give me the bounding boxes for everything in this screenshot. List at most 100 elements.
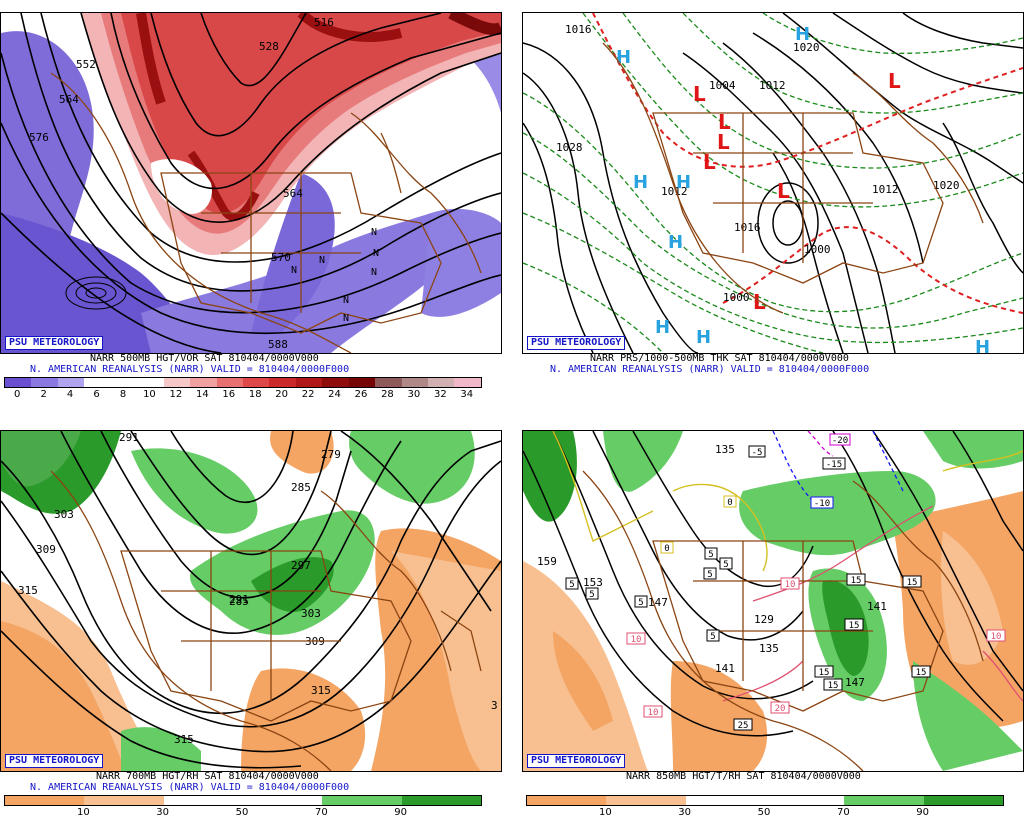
colorbar-ticks: 10 30 50 70 90 [526, 807, 1002, 819]
temp-box: -15 [822, 457, 846, 470]
temp-box: 5 [634, 595, 648, 608]
colorbar-tick-label: 50 [757, 807, 771, 818]
svg-text:10: 10 [785, 580, 796, 590]
colorbar-swatch [295, 378, 323, 387]
panel-700mb-rh: 291 279 285 303 309 315 297 291 303 285 … [0, 418, 502, 819]
contour-label: 141 [715, 662, 735, 675]
temp-box: 5 [565, 577, 579, 590]
colorbar-tick-label: 6 [93, 389, 100, 400]
svg-text:0: 0 [727, 498, 732, 508]
temp-box: 20 [770, 701, 790, 714]
svg-text:0: 0 [664, 544, 669, 554]
contour-label: 285 [291, 481, 311, 494]
contour-label: 303 [54, 508, 74, 521]
contour-label: 291 [119, 431, 139, 444]
vort-label: N [343, 313, 349, 324]
colorbar-swatch [322, 378, 349, 387]
temp-box: -10 [810, 496, 834, 509]
contour-label: 588 [268, 338, 288, 351]
isobar-label: 1016 [565, 23, 592, 36]
vort-label: N [343, 295, 349, 306]
temp-box: 0 [660, 541, 674, 554]
colorbar-swatch [163, 378, 191, 387]
colorbar-tick-label: 0 [14, 389, 21, 400]
colorbar-tick-label: 4 [66, 389, 74, 400]
contour-label: 564 [59, 93, 79, 106]
panel-850mb-temp-rh: 135 159 153 147 141 129 135 141 147 -20 … [522, 418, 1024, 819]
contour-label: 303 [301, 607, 321, 620]
vort-label: N [371, 227, 377, 238]
svg-text:5: 5 [708, 550, 713, 560]
temp-box: 15 [846, 573, 866, 586]
svg-text:15: 15 [907, 578, 918, 588]
colorbar-swatch [137, 378, 164, 387]
colorbar-swatch [401, 378, 428, 387]
caption-title: NARR 850MB HGT/T/RH SAT 810404/0000V000 [626, 771, 861, 782]
caption-valid: N. AMERICAN REANALYSIS (NARR) VALID = 81… [550, 364, 870, 375]
colorbar-swatch [685, 796, 765, 805]
colorbar-ticks: 10 30 50 70 90 [4, 807, 480, 819]
contour-label: 147 [845, 676, 865, 689]
colorbar-swatch [31, 378, 58, 387]
svg-text:15: 15 [819, 668, 830, 678]
svg-text:5: 5 [638, 598, 643, 608]
colorbar-swatch [375, 378, 402, 387]
colorbar-tick-label: 10 [143, 389, 156, 400]
colorbar-swatch [84, 796, 164, 805]
colorbar-tick-label: 26 [354, 389, 368, 400]
temp-box: 10 [780, 577, 800, 590]
vort-label: N [373, 248, 379, 259]
panel-500mb-vorticity: 516 528 552 564 576 564 588 570 N N N N … [0, 0, 502, 402]
svg-text:5: 5 [710, 632, 715, 642]
svg-text:-5: -5 [752, 448, 763, 458]
low-marker: L [753, 290, 766, 314]
high-marker: H [655, 317, 670, 338]
high-marker: H [696, 327, 711, 348]
temp-box: -20 [829, 433, 851, 446]
isobar-label: 1012 [872, 183, 899, 196]
svg-text:-15: -15 [826, 460, 842, 470]
low-marker: L [777, 179, 790, 203]
map-frame: 1016 1020 1004 1012 1028 1012 1012 1000 … [522, 12, 1024, 354]
high-marker: H [668, 232, 683, 253]
high-marker: H [676, 172, 691, 193]
contour-label: 315 [18, 584, 38, 597]
psu-logo: PSU METEOROLOGY [527, 336, 626, 350]
colorbar-swatch [190, 378, 217, 387]
vort-label: N [291, 265, 297, 276]
isobar-label: 1020 [793, 41, 820, 54]
colorbar-swatch [84, 378, 111, 387]
colorbar-swatch [923, 796, 1003, 805]
temp-box: 15 [823, 678, 843, 691]
colorbar-tick-label: 32 [433, 389, 447, 400]
contour-label: 141 [867, 600, 887, 613]
colorbar-tick-label: 24 [328, 389, 341, 400]
colorbar-swatch [242, 796, 323, 805]
svg-text:10: 10 [631, 635, 642, 645]
isobar-label: 1012 [661, 185, 688, 198]
isobar-label: 1012 [759, 79, 786, 92]
isobar-label: 1000 [804, 243, 831, 256]
psu-logo: PSU METEOROLOGY [5, 336, 104, 350]
svg-text:25: 25 [738, 721, 749, 731]
colorbar-swatch [216, 378, 243, 387]
temp-box: 5 [706, 629, 720, 642]
isobar-label: 1000 [723, 291, 750, 304]
contour-label: 129 [754, 613, 774, 626]
colorbar-tick-label: 18 [248, 389, 262, 400]
high-marker: H [633, 172, 648, 193]
caption-title: NARR 700MB HGT/RH SAT 810404/0000V000 [96, 771, 319, 782]
svg-text:-10: -10 [814, 499, 830, 509]
low-marker: L [693, 82, 706, 106]
svg-text:15: 15 [851, 576, 862, 586]
contour-label: 309 [36, 543, 56, 556]
contour-label: 315 [311, 684, 331, 697]
temp-box: 10 [626, 632, 646, 645]
contour-label: 291 [229, 593, 249, 606]
colorbar-tick-label: 8 [119, 389, 127, 400]
contour-label: 297 [291, 559, 311, 572]
svg-text:5: 5 [569, 580, 574, 590]
colorbar-tick-label: 34 [460, 389, 474, 400]
contour-label: 528 [259, 40, 279, 53]
temp-box: 15 [902, 575, 922, 588]
